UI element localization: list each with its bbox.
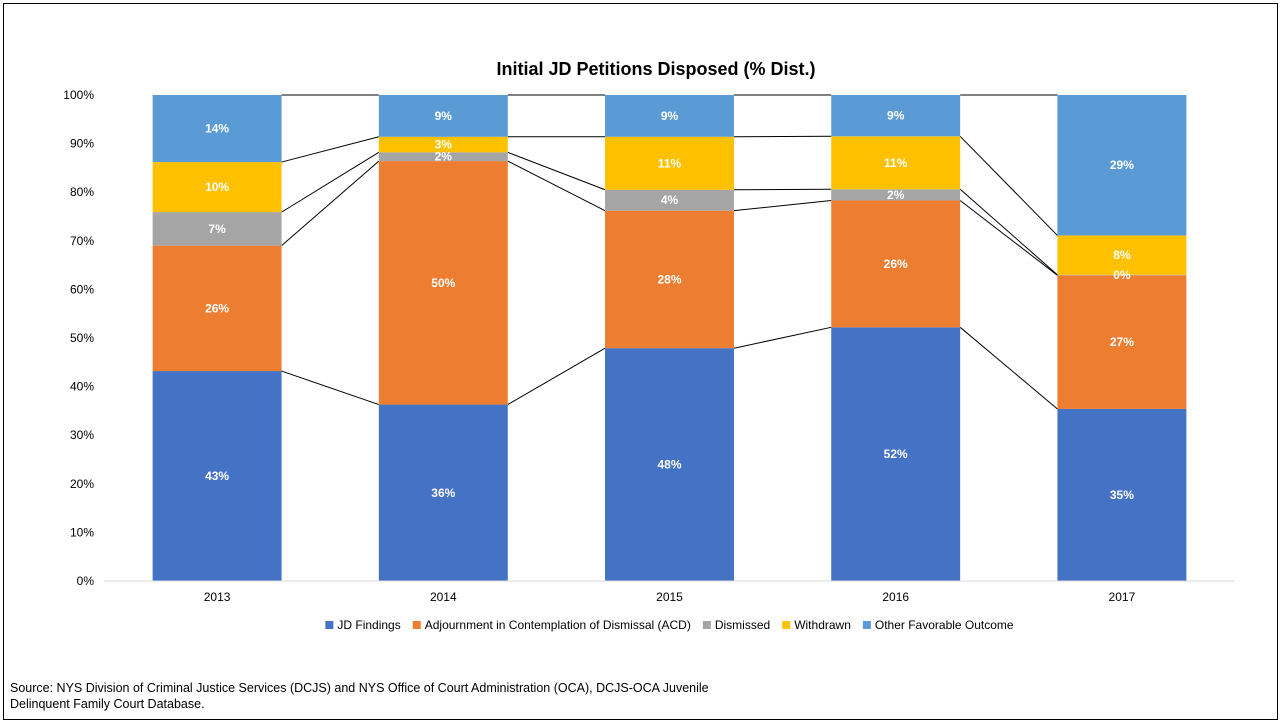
bar-segment xyxy=(1057,408,1187,581)
legend-label: Adjournment in Contemplation of Dismissa… xyxy=(425,618,691,632)
chart-title: Initial JD Petitions Disposed (% Dist.) xyxy=(496,59,815,79)
y-tick-label: 10% xyxy=(70,525,94,539)
bar-segment xyxy=(152,245,282,372)
data-label: 52% xyxy=(884,447,908,461)
legend-label: Other Favorable Outcome xyxy=(875,618,1014,632)
data-label: 3% xyxy=(435,138,453,152)
y-tick-label: 90% xyxy=(70,137,94,151)
y-tick-label: 60% xyxy=(70,282,94,296)
bar-segment xyxy=(831,200,961,328)
bar-segment xyxy=(378,161,508,405)
bar-segment xyxy=(605,210,734,349)
data-label: 2% xyxy=(435,150,453,164)
bar-segment xyxy=(378,152,508,162)
bar-segment xyxy=(152,162,282,213)
data-label: 11% xyxy=(884,156,908,170)
data-label: 4% xyxy=(661,193,679,207)
bar-segment xyxy=(152,212,282,246)
bar-segment xyxy=(1057,235,1187,275)
y-tick-label: 50% xyxy=(70,331,94,345)
series-line xyxy=(507,151,606,191)
series-line xyxy=(281,370,379,406)
bar-segment xyxy=(831,189,961,201)
y-tick-label: 100% xyxy=(63,88,94,102)
data-label: 48% xyxy=(657,458,681,472)
bar-segment xyxy=(605,95,734,137)
data-label: 43% xyxy=(205,469,229,483)
bar-segment xyxy=(1057,275,1187,409)
legend-item: Withdrawn xyxy=(782,618,851,632)
bar-segment xyxy=(605,136,734,190)
y-tick-label: 30% xyxy=(70,428,94,442)
series-line xyxy=(281,151,380,213)
series-line xyxy=(507,160,606,212)
data-label: 9% xyxy=(435,109,453,123)
x-tick-label: 2017 xyxy=(1109,590,1136,604)
data-label: 26% xyxy=(884,257,908,271)
data-label: 9% xyxy=(887,109,905,123)
legend-swatch xyxy=(325,621,334,629)
series-line xyxy=(507,347,606,406)
x-tick-label: 2015 xyxy=(656,590,683,604)
data-label: 29% xyxy=(1110,158,1134,172)
y-tick-label: 70% xyxy=(70,234,94,248)
legend-swatch xyxy=(702,621,711,629)
data-label: 27% xyxy=(1110,335,1134,349)
legend-label: Dismissed xyxy=(715,618,770,632)
series-line xyxy=(281,160,380,247)
legend-item: Other Favorable Outcome xyxy=(862,618,1014,632)
bar-segment xyxy=(152,371,282,581)
legend-item: JD Findings xyxy=(325,618,401,632)
x-tick-label: 2013 xyxy=(204,590,231,604)
series-line xyxy=(959,200,1058,276)
data-label: 9% xyxy=(661,109,679,123)
data-label: 2% xyxy=(887,188,905,202)
bar-segment xyxy=(152,95,282,163)
legend-item: Dismissed xyxy=(702,618,770,632)
data-label: 35% xyxy=(1110,488,1134,502)
y-tick-label: 0% xyxy=(77,574,95,588)
legend-item: Adjournment in Contemplation of Dismissa… xyxy=(412,618,691,632)
data-label: 28% xyxy=(657,272,681,286)
y-tick-label: 20% xyxy=(70,477,94,491)
bar-segment xyxy=(831,136,961,190)
bar-segment xyxy=(605,348,734,581)
data-label: 50% xyxy=(431,276,455,290)
y-tick-label: 80% xyxy=(70,185,94,199)
data-label: 14% xyxy=(205,122,229,136)
legend-swatch xyxy=(782,621,791,629)
bar-segment xyxy=(378,136,508,153)
series-line xyxy=(733,326,832,349)
bar-segment xyxy=(831,327,961,581)
series-line xyxy=(281,136,379,163)
y-tick-label: 40% xyxy=(70,380,94,394)
series-line xyxy=(733,199,832,212)
series-line xyxy=(959,135,1058,236)
data-label: 10% xyxy=(205,180,229,194)
data-label: 7% xyxy=(208,222,226,236)
x-tick-label: 2014 xyxy=(430,590,457,604)
bar-segment xyxy=(605,189,734,211)
legend-swatch xyxy=(862,621,871,629)
data-label: 8% xyxy=(1113,248,1131,262)
data-label: 11% xyxy=(658,156,682,170)
series-line xyxy=(959,188,1058,276)
series-line xyxy=(959,326,1058,410)
data-label: 0% xyxy=(1113,268,1131,282)
bar-segment xyxy=(378,404,508,581)
bar-segment xyxy=(1057,95,1187,236)
chart-legend: JD Findings Adjournment in Contemplation … xyxy=(325,618,1014,632)
x-tick-label: 2016 xyxy=(882,590,909,604)
legend-label: Withdrawn xyxy=(794,618,851,632)
source-note: Source: NYS Division of Criminal Justice… xyxy=(10,681,709,711)
bar-segment xyxy=(378,95,508,137)
legend-label: JD Findings xyxy=(337,618,400,632)
data-label: 36% xyxy=(431,486,455,500)
bar-segment xyxy=(831,95,961,137)
data-label: 26% xyxy=(205,301,229,315)
legend-swatch xyxy=(412,621,421,629)
